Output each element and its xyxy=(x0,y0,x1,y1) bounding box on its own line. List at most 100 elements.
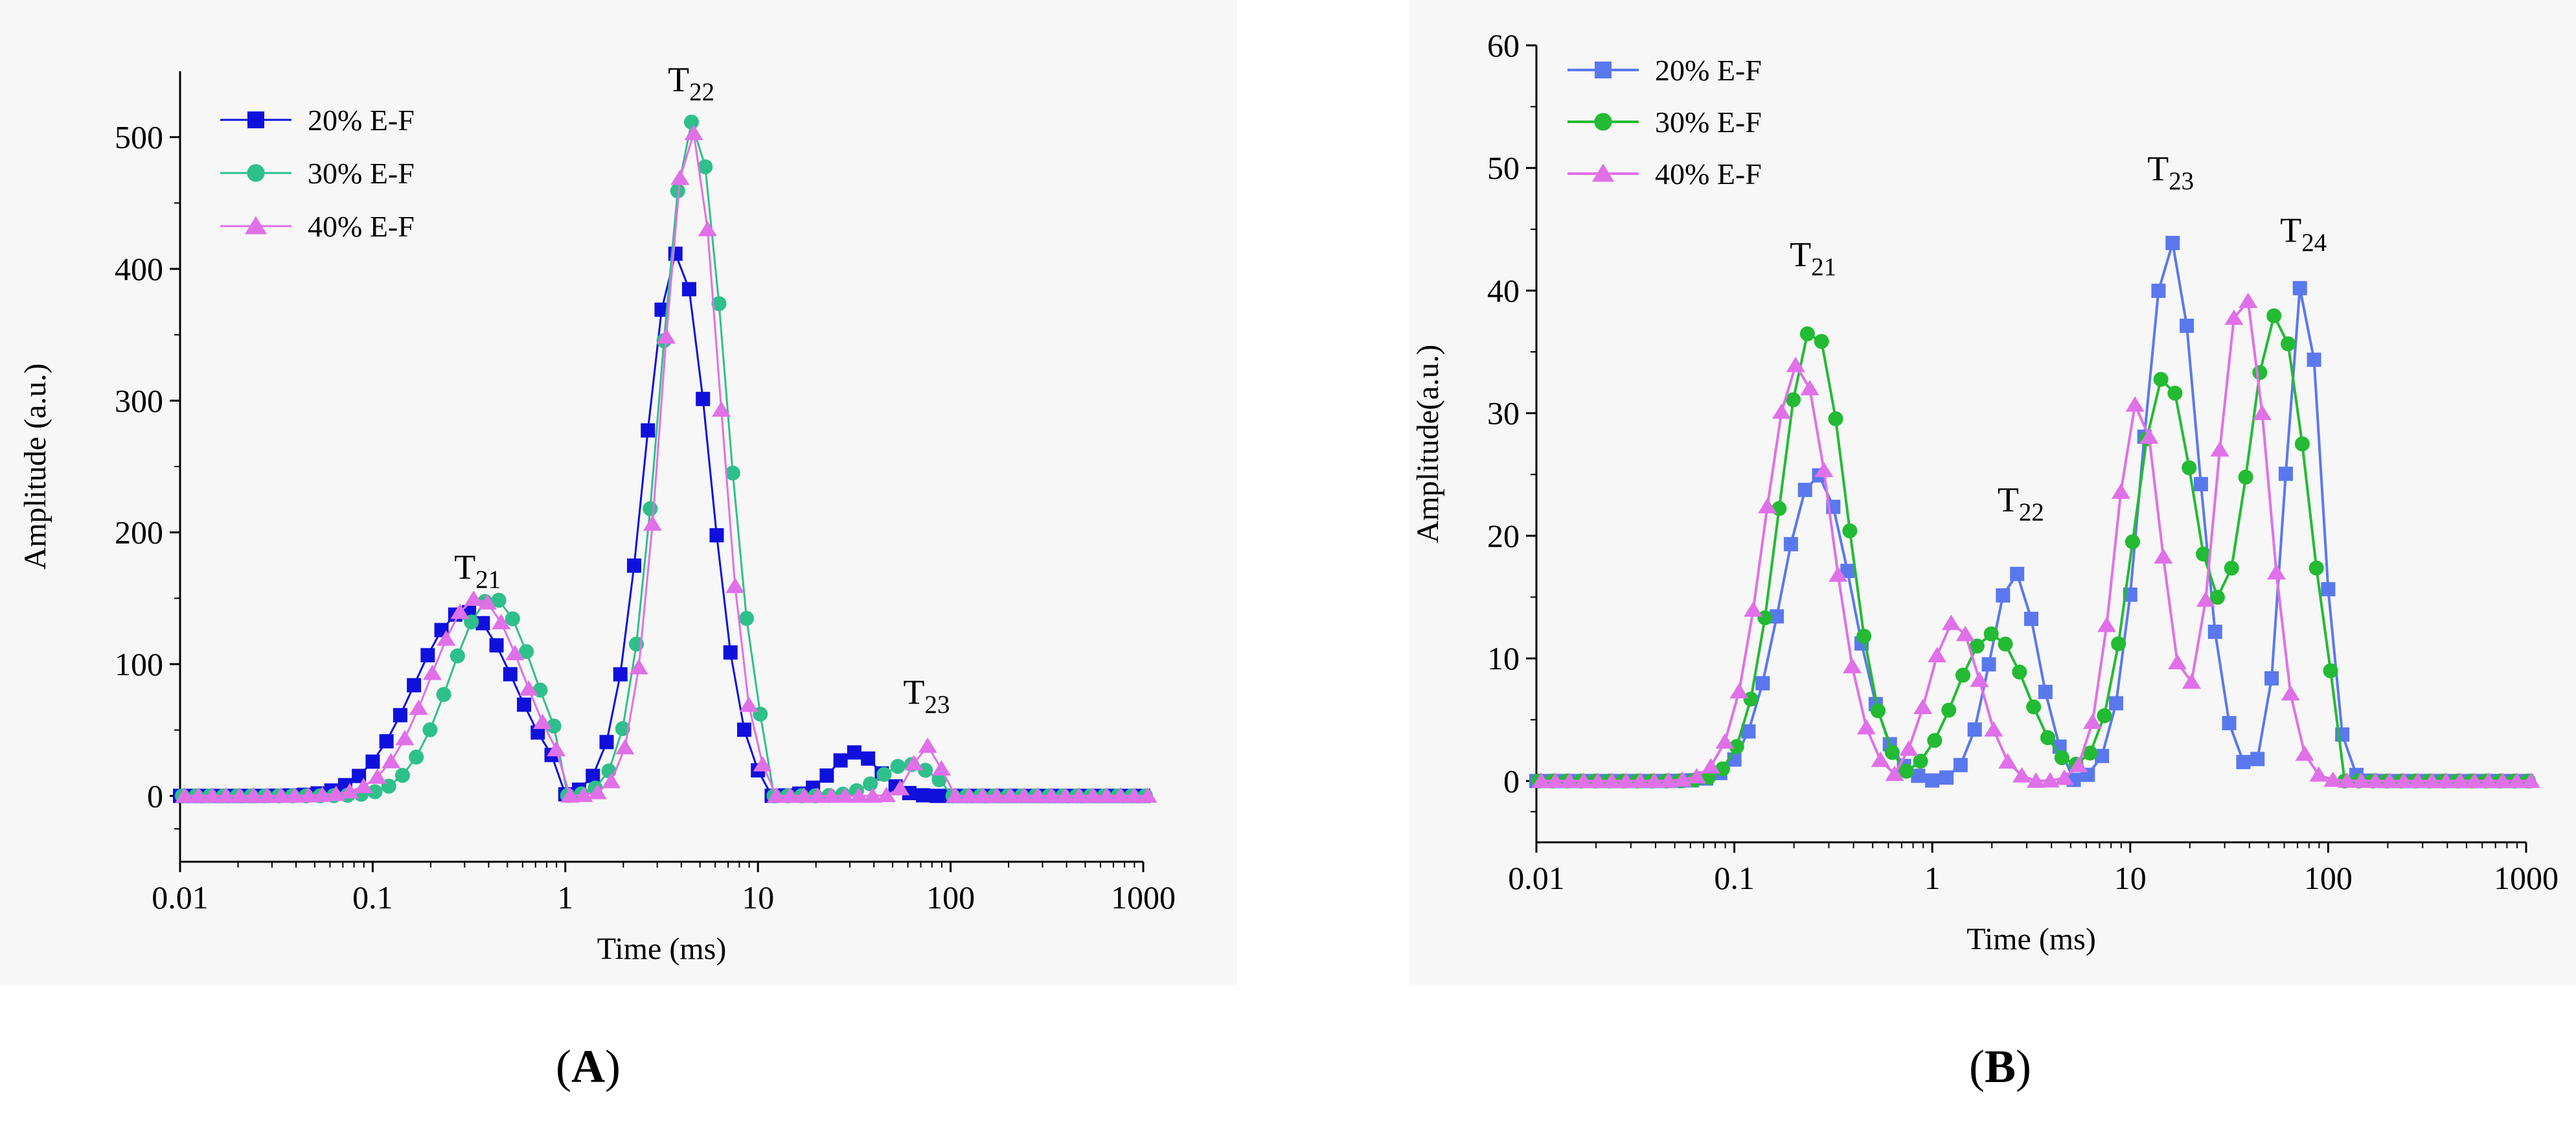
x-tick-label: 1 xyxy=(557,879,573,916)
data-point xyxy=(450,648,465,663)
data-point xyxy=(2465,772,2484,788)
x-tick-label: 1000 xyxy=(2494,860,2559,896)
data-point xyxy=(863,776,878,792)
data-point xyxy=(1941,702,1957,718)
data-point xyxy=(2196,591,2215,607)
data-point xyxy=(738,610,755,627)
data-point xyxy=(684,114,700,130)
data-point xyxy=(2108,696,2123,711)
data-point xyxy=(2450,772,2470,788)
data-point xyxy=(2097,708,2112,724)
data-point xyxy=(1911,768,1926,783)
data-point xyxy=(615,739,635,755)
data-point xyxy=(1729,739,1744,754)
data-point xyxy=(492,614,511,630)
series-20-e-f xyxy=(173,246,1150,803)
data-point xyxy=(1786,356,1805,373)
data-point xyxy=(2264,671,2279,686)
data-point xyxy=(613,667,628,682)
data-point xyxy=(808,787,827,803)
data-point xyxy=(379,734,394,749)
data-point xyxy=(2507,772,2527,788)
data-point xyxy=(2012,664,2027,680)
data-point xyxy=(2139,428,2159,444)
data-point xyxy=(1673,771,1693,787)
data-point xyxy=(2253,404,2272,421)
data-point xyxy=(1998,753,2018,769)
data-point xyxy=(2338,772,2357,788)
data-point xyxy=(2278,467,2293,481)
data-point xyxy=(1545,772,1565,788)
data-point xyxy=(681,282,696,297)
data-point xyxy=(819,768,834,783)
legend-label: 30% E-F xyxy=(1655,106,1762,139)
legend-marker xyxy=(1594,113,1612,131)
data-point xyxy=(1741,724,1756,739)
legend-label: 30% E-F xyxy=(308,157,415,190)
legend-marker xyxy=(247,111,264,128)
data-point xyxy=(1885,765,1904,781)
data-point xyxy=(712,401,731,417)
data-point xyxy=(1755,676,1770,691)
data-point xyxy=(698,159,713,175)
data-point xyxy=(2224,560,2239,576)
data-point xyxy=(2250,752,2265,767)
data-point xyxy=(2182,673,2201,689)
data-point xyxy=(670,183,685,199)
data-point xyxy=(505,645,525,661)
series-40-e-f xyxy=(1531,292,2540,788)
data-point xyxy=(1871,703,1886,719)
data-point xyxy=(313,787,332,802)
data-point xyxy=(1928,647,1947,663)
data-point xyxy=(1028,787,1047,803)
data-point xyxy=(517,697,532,712)
y-tick-label: 40 xyxy=(1487,272,1520,308)
data-point xyxy=(2082,745,2098,761)
data-point xyxy=(1701,770,1716,785)
data-point xyxy=(1701,757,1720,774)
peak-annotation: T23 xyxy=(904,673,950,719)
data-point xyxy=(519,680,538,696)
data-point xyxy=(1786,392,1801,408)
legend-marker xyxy=(1595,62,1612,78)
data-point xyxy=(422,722,438,737)
data-point xyxy=(863,787,882,803)
data-point xyxy=(230,787,249,803)
data-point xyxy=(1913,754,1928,769)
x-tick-label: 100 xyxy=(2304,860,2353,896)
data-point xyxy=(1743,691,1759,707)
data-point xyxy=(450,603,470,619)
data-point xyxy=(285,787,304,803)
data-point xyxy=(505,611,520,627)
data-point xyxy=(1687,768,1706,784)
data-point xyxy=(2026,772,2046,788)
data-point xyxy=(794,787,814,803)
data-point xyxy=(2026,699,2042,715)
data-point xyxy=(2165,235,2180,250)
data-point xyxy=(1083,787,1102,803)
data-point xyxy=(602,772,621,789)
data-point xyxy=(1899,740,1919,756)
data-point xyxy=(2095,748,2110,763)
data-point xyxy=(2351,772,2371,788)
data-point xyxy=(1828,411,1843,426)
data-point xyxy=(1758,498,1777,514)
data-point xyxy=(2281,685,2300,701)
data-point xyxy=(1797,483,1812,498)
data-point xyxy=(877,787,896,802)
data-point xyxy=(1967,722,1982,737)
data-point xyxy=(931,760,952,776)
data-point xyxy=(876,767,892,782)
data-point xyxy=(1969,638,1985,654)
data-point xyxy=(2010,566,2025,581)
data-point xyxy=(394,768,411,783)
data-point xyxy=(1970,671,1989,687)
data-point xyxy=(736,722,751,737)
data-point xyxy=(2380,772,2399,788)
data-point xyxy=(1772,501,1787,516)
series-30-e-f xyxy=(1531,308,2536,789)
y-tick-label: 0 xyxy=(147,778,163,814)
data-point xyxy=(1898,763,1914,779)
series-40-e-f xyxy=(175,124,1157,803)
